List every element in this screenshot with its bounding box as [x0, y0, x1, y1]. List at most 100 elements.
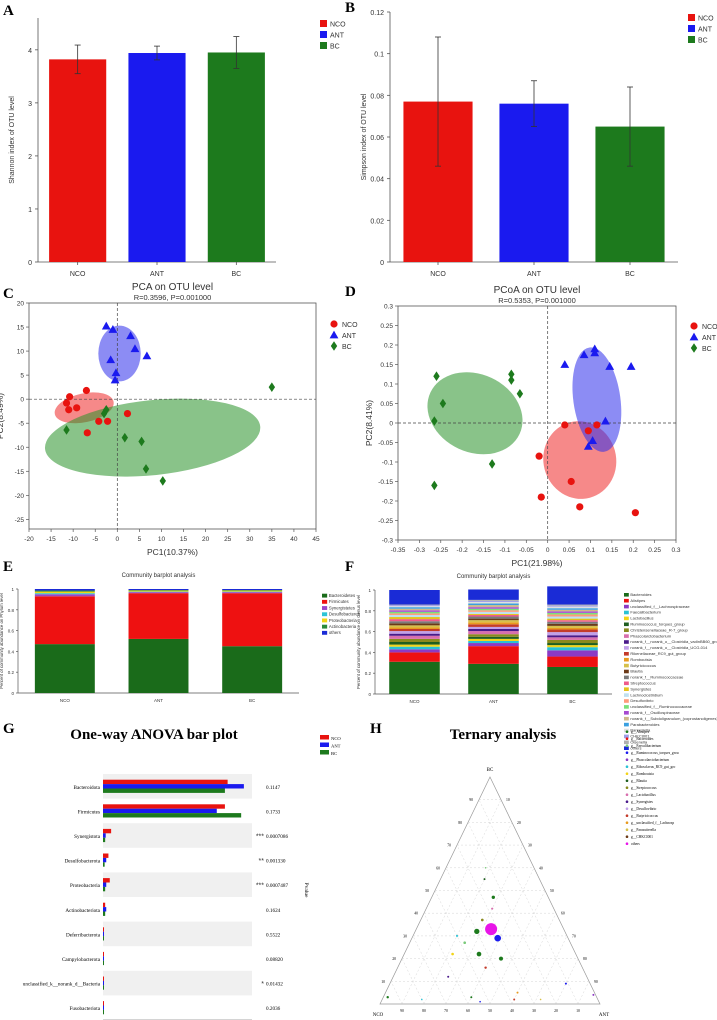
- y-tick-label: -10: [15, 445, 25, 452]
- ternary-frame: [379, 776, 601, 1005]
- y-tick-label: 0: [368, 692, 371, 697]
- p-value: 0.1733: [266, 809, 281, 815]
- y-tick-label: 4: [28, 48, 32, 55]
- point-ant: [329, 330, 339, 339]
- point-bc: [433, 371, 440, 381]
- ternary-point: [476, 951, 482, 957]
- point-nco: [83, 429, 91, 437]
- legend-swatch: [624, 634, 629, 638]
- stack-segment: [547, 616, 598, 619]
- legend-label: Romboutsia: [630, 657, 652, 662]
- legend-swatch-nco: [320, 20, 327, 27]
- stack-segment: [34, 644, 95, 693]
- stack-segment: [547, 614, 598, 617]
- bar-nco: [103, 951, 104, 957]
- bar-ant: [128, 53, 186, 262]
- stack-segment: [389, 644, 440, 647]
- tick-label: 60: [561, 912, 565, 916]
- point-bc: [431, 416, 438, 426]
- stack-segment: [222, 590, 283, 592]
- ternary-point: [484, 867, 487, 869]
- legend-dot: [625, 835, 629, 838]
- point-nco: [690, 322, 698, 330]
- x-tick-label: ANT: [150, 271, 165, 278]
- y-tick-label: -20: [15, 493, 25, 500]
- x-tick-label: -5: [92, 536, 98, 543]
- bar-bc: [103, 985, 104, 990]
- x-tick-label: 0: [546, 547, 550, 554]
- legend-swatch: [322, 630, 328, 635]
- stack-segment: [222, 589, 283, 591]
- p-value: 0.1624: [266, 908, 281, 914]
- legend-label: others: [630, 745, 641, 750]
- stack-segment: [547, 625, 598, 628]
- legend-swatch: [624, 640, 629, 644]
- category-label: Fusobacteriota: [69, 1006, 100, 1012]
- stack-segment: [389, 604, 440, 606]
- legend-label: Butyricicoccus: [630, 663, 656, 668]
- point-bc: [508, 375, 515, 385]
- stack-segment: [389, 629, 440, 632]
- bar-bc: [103, 862, 105, 867]
- legend-label: g__Ruminococcus_torques_grou: [631, 751, 679, 755]
- stack-segment: [389, 635, 440, 639]
- legend-swatch: [322, 593, 328, 598]
- point-ant: [579, 350, 589, 359]
- point-ant: [560, 360, 570, 368]
- stack-segment: [547, 621, 598, 624]
- stack-segment: [547, 605, 598, 607]
- legend-swatch-bc: [320, 42, 327, 49]
- tick-label: 90: [400, 1009, 404, 1013]
- legend-swatch: [322, 599, 328, 604]
- stack-segment: [389, 646, 440, 650]
- ternary-point: [470, 996, 473, 999]
- legend-swatch: [624, 734, 629, 739]
- x-tick-label: 0.15: [606, 547, 619, 554]
- category-label: Desulfobacterota: [65, 858, 101, 865]
- plot-frame: [28, 302, 317, 530]
- chart-title: Community barplot analysis: [122, 573, 196, 579]
- tick-label: 80: [583, 957, 587, 961]
- legend-label: BC: [342, 344, 352, 351]
- y-axis-label: Simpson index of OTU level: [361, 93, 368, 180]
- stack-segment: [468, 636, 519, 639]
- legend-label: g__Blautia: [631, 779, 647, 783]
- point-nco: [65, 406, 73, 414]
- stack-segment: [468, 624, 519, 627]
- row-band: [103, 921, 252, 947]
- point-nco: [82, 386, 90, 395]
- ternary-point: [447, 975, 450, 978]
- y-axis-label: Percent of community abundance on Genus …: [356, 595, 361, 689]
- stack-segment: [468, 607, 519, 609]
- point-nco: [535, 452, 543, 460]
- p-value: 0.0007487: [266, 883, 288, 889]
- y-tick-label: -25: [15, 517, 25, 524]
- legend-label: g__Alistipes: [631, 730, 650, 734]
- bar-bc: [103, 837, 106, 843]
- legend-label: g__Lactobacillus: [631, 793, 656, 797]
- stack-segment: [389, 608, 440, 611]
- legend-label: g__Ribosclavus_RC9_gut_gro: [631, 765, 676, 769]
- legend-label: Alistipes: [630, 598, 645, 603]
- ternary-point: [564, 982, 567, 985]
- stack-segment: [128, 593, 189, 639]
- x-tick-label: 15: [180, 536, 188, 543]
- stack-segment: [468, 663, 519, 694]
- x-tick-label: -0.05: [519, 547, 534, 554]
- axis-label-right: ANT: [599, 1013, 609, 1018]
- legend-label: NCO: [698, 16, 714, 23]
- panel-letter: C: [3, 286, 14, 302]
- y-tick-label: 0.25: [380, 323, 393, 330]
- stack-segment: [547, 608, 598, 610]
- legend-label: Rikenellaceae_RC9_gut_group: [630, 651, 686, 656]
- y-tick-label: 0.3: [384, 304, 393, 311]
- panel-letter: F: [345, 559, 354, 575]
- ternary-point: [421, 998, 423, 1001]
- tick-label: 90: [594, 980, 598, 984]
- stack-segment: [389, 652, 440, 662]
- stack-segment: [468, 634, 519, 637]
- significance-marker: ***: [256, 834, 264, 841]
- tick-label: 70: [572, 934, 576, 938]
- significance-marker: *: [261, 981, 264, 988]
